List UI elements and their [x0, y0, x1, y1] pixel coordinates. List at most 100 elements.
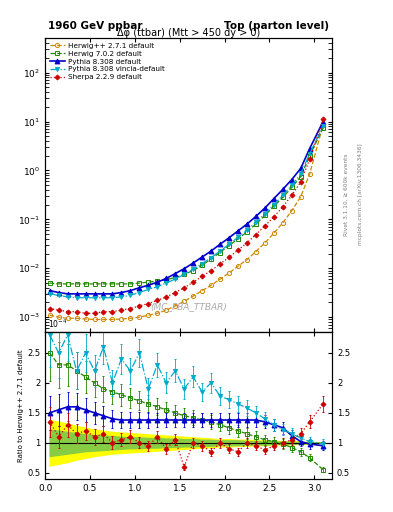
Pythia 8.308 vincia-default	[101, 295, 106, 301]
Pythia 8.308 vincia-default	[110, 295, 115, 301]
Pythia 8.308 vincia-default	[56, 292, 61, 298]
Sherpa 2.2.9 default	[182, 285, 187, 291]
Herwig++ 2.7.1 default	[137, 314, 142, 321]
Pythia 8.308 vincia-default	[227, 241, 231, 247]
Pythia 8.308 default	[119, 289, 124, 295]
Herwig++ 2.7.1 default	[146, 312, 151, 318]
Herwig 7.0.2 default	[307, 153, 312, 159]
Text: $10^{-4}$: $10^{-4}$	[48, 318, 67, 330]
Herwig++ 2.7.1 default	[110, 316, 115, 323]
Pythia 8.308 vincia-default	[74, 295, 79, 301]
Herwig 7.0.2 default	[92, 281, 97, 287]
Sherpa 2.2.9 default	[146, 301, 151, 307]
Pythia 8.308 default	[92, 291, 97, 297]
Herwig++ 2.7.1 default	[200, 288, 204, 294]
Sherpa 2.2.9 default	[191, 279, 195, 285]
Sherpa 2.2.9 default	[307, 156, 312, 162]
Herwig 7.0.2 default	[56, 281, 61, 287]
Herwig++ 2.7.1 default	[182, 298, 187, 305]
Legend: Herwig++ 2.7.1 default, Herwig 7.0.2 default, Pythia 8.308 default, Pythia 8.308: Herwig++ 2.7.1 default, Herwig 7.0.2 def…	[48, 41, 167, 82]
Sherpa 2.2.9 default	[155, 297, 160, 304]
Herwig++ 2.7.1 default	[128, 315, 133, 322]
Pythia 8.308 vincia-default	[298, 171, 303, 177]
Herwig 7.0.2 default	[263, 212, 267, 219]
Text: 1960 GeV ppbar: 1960 GeV ppbar	[48, 21, 143, 31]
Herwig++ 2.7.1 default	[74, 315, 79, 322]
Pythia 8.308 default	[182, 266, 187, 272]
Herwig++ 2.7.1 default	[218, 276, 222, 282]
Herwig 7.0.2 default	[200, 262, 204, 268]
Pythia 8.308 vincia-default	[307, 151, 312, 157]
Text: (MC_FBA_TTBAR): (MC_FBA_TTBAR)	[150, 303, 227, 311]
Herwig 7.0.2 default	[289, 184, 294, 190]
Sherpa 2.2.9 default	[164, 294, 169, 300]
Pythia 8.308 vincia-default	[272, 202, 276, 208]
Pythia 8.308 default	[200, 254, 204, 260]
Herwig++ 2.7.1 default	[289, 208, 294, 214]
Pythia 8.308 vincia-default	[289, 182, 294, 188]
Pythia 8.308 default	[173, 270, 178, 276]
Sherpa 2.2.9 default	[289, 193, 294, 199]
Pythia 8.308 vincia-default	[235, 234, 240, 240]
Line: Herwig 7.0.2 default: Herwig 7.0.2 default	[48, 125, 325, 286]
Herwig++ 2.7.1 default	[47, 312, 52, 318]
Sherpa 2.2.9 default	[92, 310, 97, 316]
Pythia 8.308 default	[155, 279, 160, 285]
Herwig 7.0.2 default	[47, 280, 52, 286]
Line: Sherpa 2.2.9 default: Sherpa 2.2.9 default	[48, 118, 325, 315]
Herwig 7.0.2 default	[227, 243, 231, 249]
Sherpa 2.2.9 default	[110, 309, 115, 315]
Herwig 7.0.2 default	[128, 281, 133, 287]
Sherpa 2.2.9 default	[281, 204, 285, 210]
Sherpa 2.2.9 default	[244, 240, 249, 246]
Sherpa 2.2.9 default	[137, 303, 142, 309]
Herwig 7.0.2 default	[119, 281, 124, 287]
Sherpa 2.2.9 default	[56, 307, 61, 313]
Pythia 8.308 default	[253, 214, 258, 220]
Herwig 7.0.2 default	[235, 236, 240, 242]
Herwig++ 2.7.1 default	[56, 314, 61, 321]
Herwig 7.0.2 default	[281, 195, 285, 201]
Pythia 8.308 vincia-default	[65, 294, 70, 300]
Pythia 8.308 vincia-default	[182, 271, 187, 278]
Sherpa 2.2.9 default	[173, 289, 178, 295]
Pythia 8.308 default	[146, 282, 151, 288]
Pythia 8.308 vincia-default	[218, 248, 222, 254]
Herwig++ 2.7.1 default	[321, 122, 325, 128]
Pythia 8.308 default	[101, 291, 106, 297]
Herwig++ 2.7.1 default	[227, 270, 231, 276]
Herwig++ 2.7.1 default	[92, 316, 97, 323]
Herwig 7.0.2 default	[110, 281, 115, 287]
Pythia 8.308 default	[218, 241, 222, 247]
Text: Top (parton level): Top (parton level)	[224, 21, 329, 31]
Herwig 7.0.2 default	[272, 203, 276, 209]
Herwig 7.0.2 default	[298, 174, 303, 180]
Sherpa 2.2.9 default	[253, 231, 258, 238]
Pythia 8.308 default	[235, 228, 240, 234]
Herwig 7.0.2 default	[83, 281, 88, 287]
Pythia 8.308 default	[137, 285, 142, 291]
Herwig++ 2.7.1 default	[191, 293, 195, 299]
Text: Rivet 3.1.10, ≥ 600k events: Rivet 3.1.10, ≥ 600k events	[344, 153, 349, 236]
Sherpa 2.2.9 default	[209, 267, 213, 273]
Pythia 8.308 vincia-default	[173, 276, 178, 282]
Pythia 8.308 vincia-default	[128, 292, 133, 298]
Herwig++ 2.7.1 default	[83, 316, 88, 322]
Herwig 7.0.2 default	[146, 279, 151, 285]
Pythia 8.308 vincia-default	[209, 254, 213, 261]
Pythia 8.308 vincia-default	[155, 284, 160, 290]
Pythia 8.308 default	[289, 177, 294, 183]
Herwig++ 2.7.1 default	[263, 240, 267, 246]
Herwig++ 2.7.1 default	[298, 194, 303, 200]
Line: Pythia 8.308 vincia-default: Pythia 8.308 vincia-default	[48, 124, 325, 300]
Herwig 7.0.2 default	[253, 221, 258, 227]
Herwig++ 2.7.1 default	[65, 315, 70, 322]
Line: Herwig++ 2.7.1 default: Herwig++ 2.7.1 default	[48, 123, 325, 322]
Pythia 8.308 default	[74, 291, 79, 297]
Pythia 8.308 vincia-default	[191, 266, 195, 272]
Pythia 8.308 vincia-default	[244, 227, 249, 233]
Pythia 8.308 default	[191, 260, 195, 266]
Pythia 8.308 vincia-default	[119, 294, 124, 300]
Pythia 8.308 default	[209, 248, 213, 254]
Herwig++ 2.7.1 default	[209, 282, 213, 288]
